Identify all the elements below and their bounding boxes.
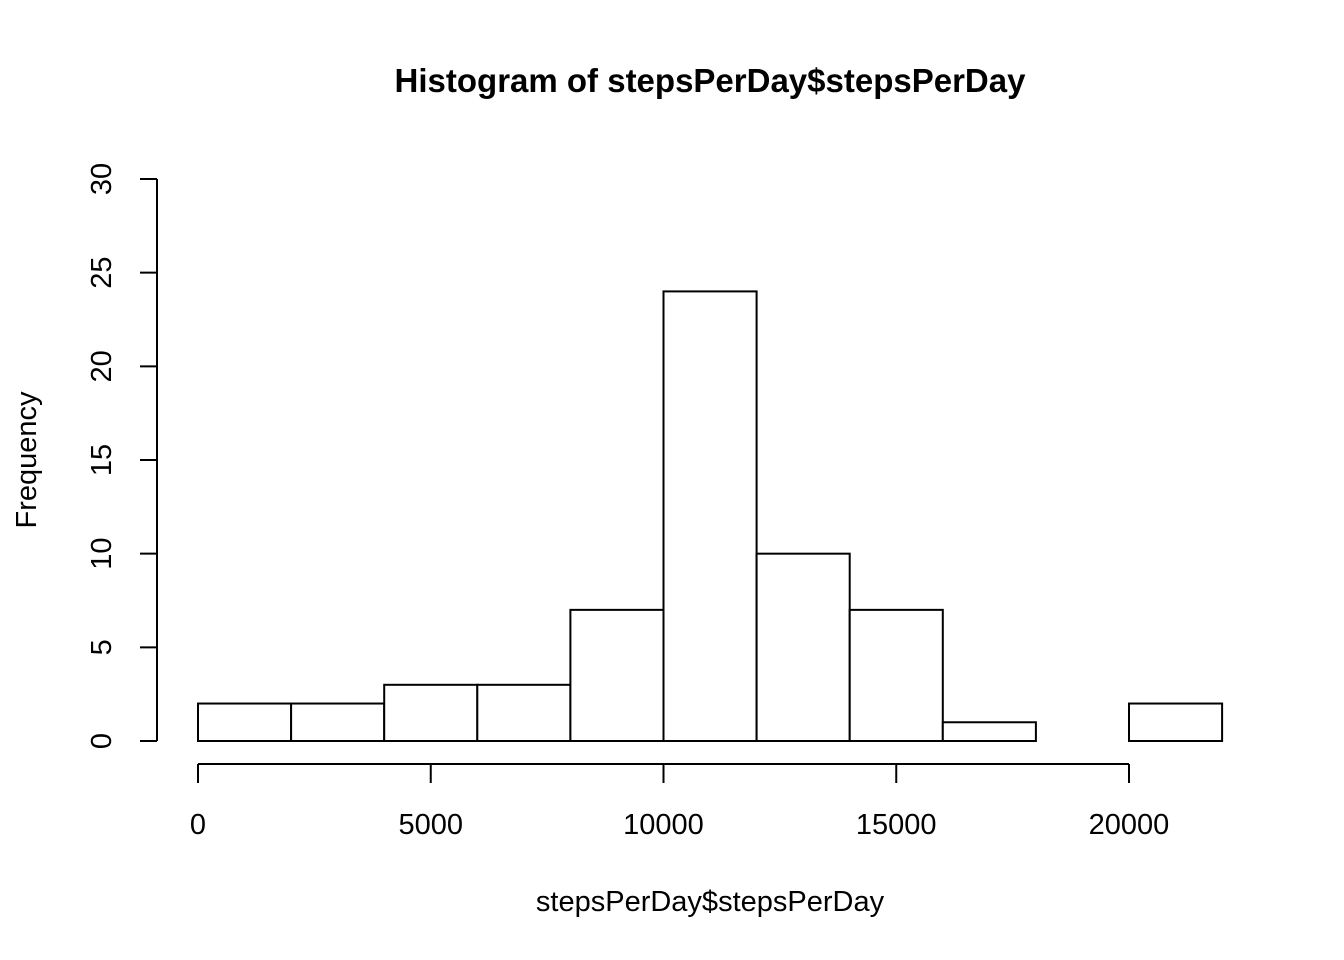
histogram-bar-4: [569, 608, 665, 742]
x-tick-label-10000: 10000: [623, 809, 704, 841]
y-axis-label: Frequency: [11, 391, 43, 529]
x-axis: 0 5000 10000 15000 20000: [190, 763, 1170, 841]
x-tick-label-5000: 5000: [398, 809, 463, 841]
x-tick-label-15000: 15000: [856, 809, 937, 841]
histogram-bar-6: [755, 552, 851, 743]
histogram-bar-10: [1128, 702, 1224, 742]
histogram-bar-7: [848, 608, 944, 742]
x-tick-label-0: 0: [190, 809, 206, 841]
y-axis: 0 5 10 15 20 25 30: [86, 163, 158, 749]
y-tick-label-15: 15: [86, 444, 118, 476]
y-tick-label-25: 25: [86, 257, 118, 289]
y-tick-label-20: 20: [86, 350, 118, 382]
histogram-bars: [197, 290, 1224, 743]
histogram-bar-8: [941, 721, 1037, 742]
histogram-bar-0: [197, 702, 293, 742]
chart-title: Histogram of stepsPerDay$stepsPerDay: [395, 62, 1027, 99]
histogram-bar-1: [290, 702, 386, 742]
x-axis-label: stepsPerDay$stepsPerDay: [536, 886, 885, 918]
y-tick-label-0: 0: [86, 733, 118, 749]
y-tick-label-30: 30: [86, 163, 118, 195]
histogram-bar-2: [383, 683, 479, 742]
x-tick-label-20000: 20000: [1089, 809, 1170, 841]
y-tick-label-5: 5: [86, 639, 118, 655]
y-tick-label-10: 10: [86, 538, 118, 570]
histogram-bar-3: [476, 683, 572, 742]
histogram-bar-5: [662, 290, 758, 742]
